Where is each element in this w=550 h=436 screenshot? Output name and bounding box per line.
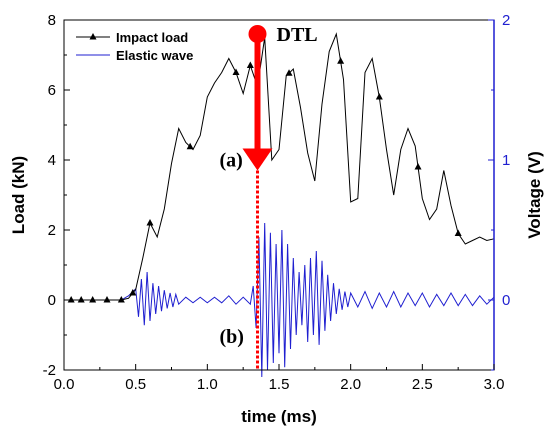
dtl-label: DTL <box>277 24 318 46</box>
chart-axes: 0.0 0.5 1.0 1.5 2.0 2.5 3.0 -2 0 2 4 6 8 0 1 2 time (ms)… <box>9 12 544 426</box>
impact-load-marker <box>454 229 462 236</box>
impact-load-marker <box>117 296 125 303</box>
impact-load-marker <box>414 163 422 170</box>
dtl-marker-dot <box>248 25 267 43</box>
y2-tick-label: 0 <box>502 292 510 309</box>
y-tick-label: 6 <box>48 82 56 99</box>
y-tick-label: -2 <box>43 362 56 379</box>
legend-impact-load-marker <box>89 33 97 40</box>
x-tick-label: 1.5 <box>269 376 290 393</box>
x-tick-label: 2.0 <box>340 376 361 393</box>
x-axis-title: time (ms) <box>241 407 317 426</box>
y-tick-label: 8 <box>48 12 56 29</box>
chart-legend: Impact load Elastic wave <box>76 30 193 63</box>
impact-load-marker <box>103 296 111 303</box>
plot-frame <box>63 19 495 371</box>
label-b: (b) <box>220 326 244 348</box>
x-tick-label: 2.5 <box>412 376 433 393</box>
impact-load-marker <box>375 93 383 100</box>
y2-tick-label: 2 <box>502 12 510 29</box>
x-tick-label: 1.0 <box>197 376 218 393</box>
y-tick-label: 4 <box>48 152 56 169</box>
legend-elastic-wave-label: Elastic wave <box>116 48 193 63</box>
dtl-annotation: DTL (a) (b) <box>220 24 318 370</box>
y-axis-title: Load (kN) <box>9 156 28 234</box>
impact-load-series <box>64 32 495 303</box>
impact-load-marker <box>129 289 137 296</box>
impact-load-line <box>64 32 495 301</box>
y2-axis-title: Voltage (V) <box>525 151 544 239</box>
y-tick-label: 0 <box>48 292 56 309</box>
x-tick-label: 0.0 <box>54 376 75 393</box>
legend-impact-load-label: Impact load <box>116 30 188 45</box>
y2-tick-label: 1 <box>502 152 510 169</box>
impact-load-marker <box>146 219 154 226</box>
y-tick-label: 2 <box>48 222 56 239</box>
dtl-arrow-shaft <box>254 34 261 151</box>
dtl-arrow-head <box>242 148 273 171</box>
x-tick-label: 0.5 <box>125 376 146 393</box>
impact-load-marker <box>67 296 75 303</box>
x-tick-label: 3.0 <box>484 376 505 393</box>
impact-load-marker <box>246 61 254 68</box>
label-a: (a) <box>220 150 243 172</box>
elastic-wave-line <box>64 222 495 378</box>
impact-load-marker <box>89 296 97 303</box>
impact-load-marker <box>186 142 194 150</box>
impact-load-marker <box>337 57 345 64</box>
elastic-wave-series <box>64 222 495 378</box>
impact-load-marker <box>232 68 240 75</box>
impact-load-marker <box>285 69 293 76</box>
impact-load-marker <box>77 296 85 303</box>
